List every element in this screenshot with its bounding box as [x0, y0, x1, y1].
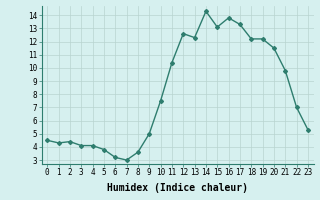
X-axis label: Humidex (Indice chaleur): Humidex (Indice chaleur) [107, 183, 248, 193]
